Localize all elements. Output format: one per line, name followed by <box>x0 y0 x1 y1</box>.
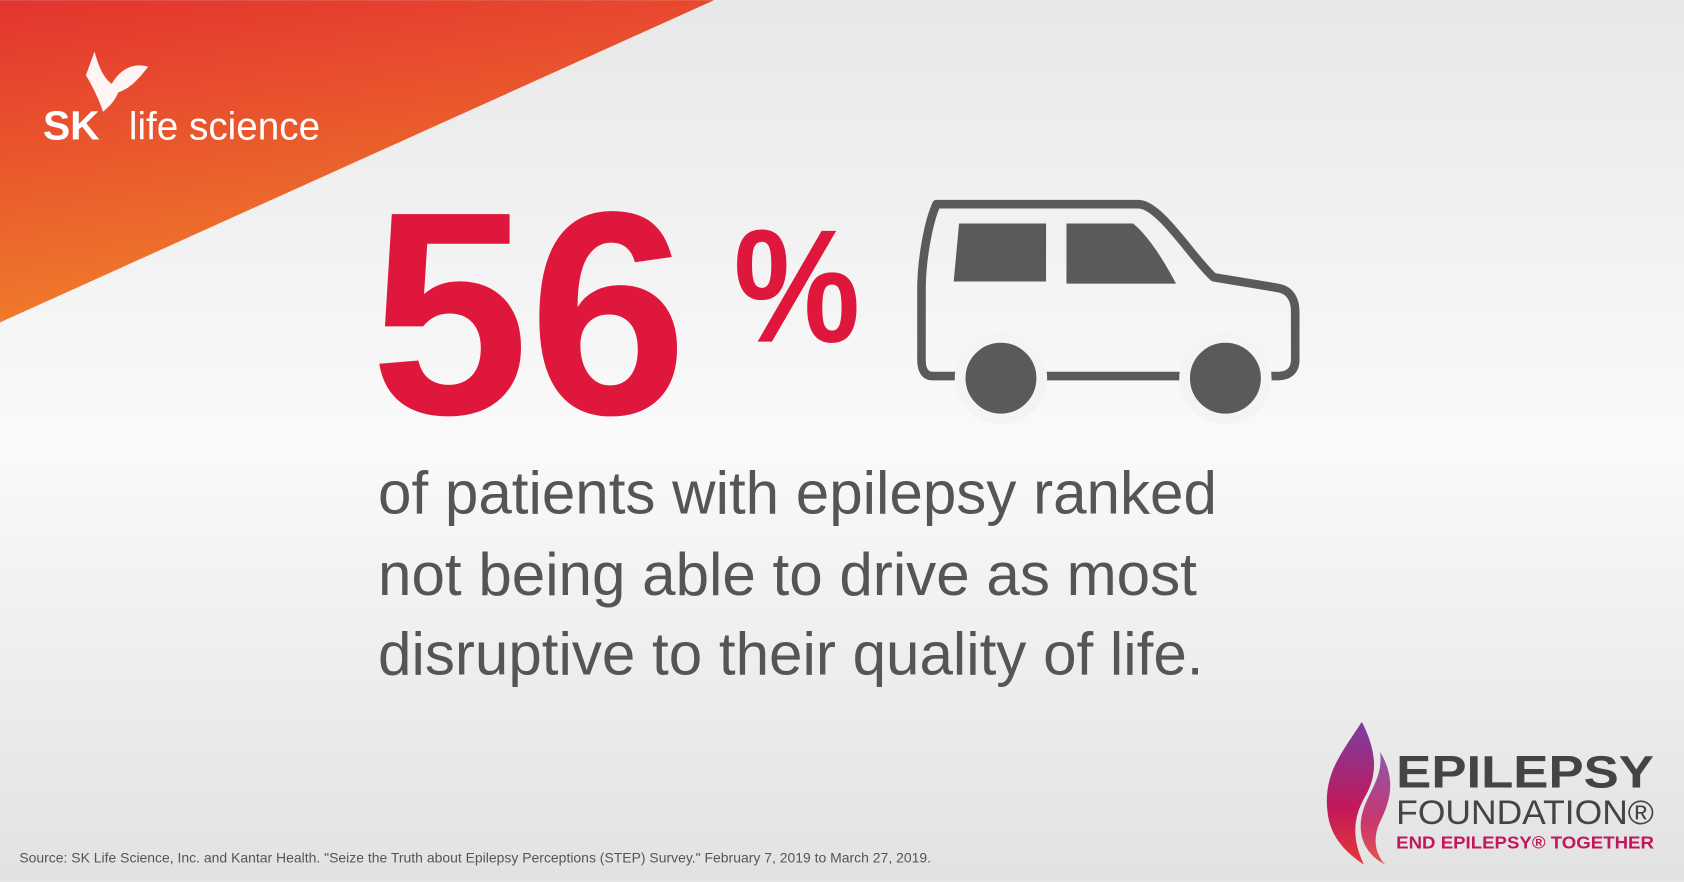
stat-number: 56 <box>371 152 688 476</box>
partner-logo: EPILEPSY FOUNDATION® END EPILEPSY® TOGET… <box>1326 721 1655 865</box>
description-line: of patients with epilepsy ranked <box>378 459 1217 526</box>
logo-brand: SK <box>43 103 100 149</box>
description: of patients with epilepsy ranked not bei… <box>378 459 1217 687</box>
description-line: disruptive to their quality of life. <box>378 621 1203 688</box>
partner-name: EPILEPSY <box>1396 746 1654 797</box>
description-line: not being able to drive as most <box>378 541 1197 608</box>
partner-flame <box>1360 751 1391 865</box>
logo-name: life science <box>129 106 320 149</box>
partner-tagline: END EPILEPSY® TOGETHER <box>1396 833 1654 853</box>
source-note: Source: SK Life Science, Inc. and Kantar… <box>19 850 931 866</box>
stat-symbol: % <box>734 197 861 377</box>
partner-flame <box>1326 721 1375 865</box>
partner-subtitle: FOUNDATION® <box>1396 794 1654 832</box>
car-icon <box>917 199 1300 425</box>
logo-butterfly <box>85 51 149 112</box>
